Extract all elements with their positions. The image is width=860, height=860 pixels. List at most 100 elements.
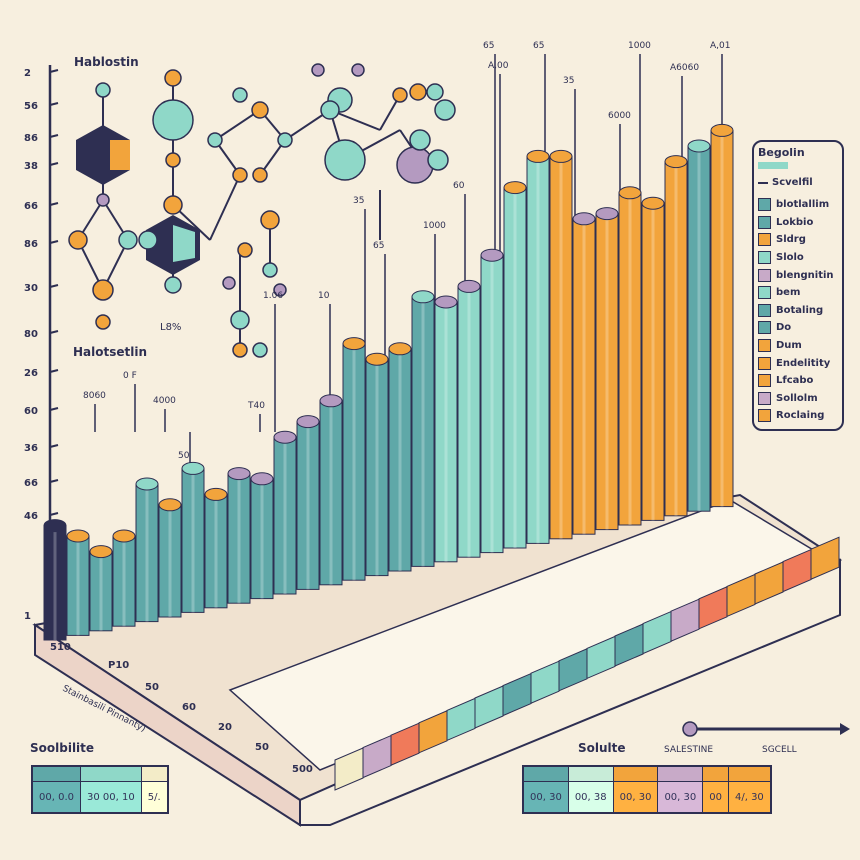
bar-cap (135, 477, 159, 491)
atom-node (237, 242, 253, 258)
table-cell-value: 00, 30 (613, 782, 658, 812)
table-cell: 00 (703, 767, 729, 812)
annotation-label: 10 (318, 291, 330, 301)
legend-swatch (758, 339, 771, 353)
x-tick-label: 50 (255, 742, 269, 753)
x-tick-label: 500 (292, 764, 313, 775)
y-tick (49, 512, 59, 516)
bar (43, 519, 67, 641)
atom-node (409, 83, 427, 101)
bar (641, 196, 665, 521)
y-tick (49, 134, 59, 138)
table-cell: 00, 0.0 (33, 767, 81, 812)
atom-node (68, 230, 88, 250)
table-cell-header (613, 767, 658, 782)
y-tick (49, 102, 59, 106)
atom-node (252, 167, 268, 183)
bar (457, 279, 481, 558)
bar-cap (595, 207, 619, 221)
bar-cap (618, 186, 642, 200)
legend-item: Lokbio (758, 214, 838, 232)
bar (181, 461, 205, 613)
slider-handle[interactable] (682, 721, 698, 737)
atom-node (252, 342, 268, 358)
bar (319, 394, 343, 586)
legend-item-label: Sollolm (776, 392, 818, 404)
atom-node (232, 342, 248, 358)
bar (526, 149, 550, 544)
legend-swatch (758, 215, 771, 229)
table-cell-value: 5/. (141, 782, 167, 812)
atom-node (320, 100, 340, 120)
bar (411, 290, 435, 567)
legend-item: Dum (758, 337, 838, 355)
bar-cap (112, 529, 136, 543)
bar-cap (480, 248, 504, 262)
atom-node (262, 262, 278, 278)
y-tick (49, 240, 59, 244)
table-cell-header (33, 767, 80, 782)
atom-node (207, 132, 223, 148)
bar-cap (89, 545, 113, 559)
bar (503, 181, 527, 549)
bar-cap (181, 461, 205, 475)
atom-node (164, 69, 182, 87)
atom-node (164, 276, 182, 294)
atom-node (251, 101, 269, 119)
slider-arrow[interactable] (682, 721, 850, 737)
x-tick-label: 510 (50, 642, 71, 653)
bar (112, 529, 136, 627)
annotation-label: 8060 (83, 391, 106, 401)
table-cell-value: 4/, 30 (728, 782, 770, 812)
table-cell-header (524, 767, 568, 782)
atom-node (138, 230, 158, 250)
y-tick (49, 330, 59, 334)
legend-item-label: Botaling (776, 304, 824, 316)
legend-swatch (758, 321, 771, 335)
table-cell-header (568, 767, 613, 782)
legend-item: blotlallim (758, 196, 838, 214)
bar-cap (411, 290, 435, 304)
bar (365, 352, 389, 577)
atom-node (277, 132, 293, 148)
bond-line (214, 109, 261, 141)
legend-item: bem (758, 284, 838, 302)
bar (89, 545, 113, 632)
atom-node (230, 310, 250, 330)
y-tick-label: 26 (24, 368, 38, 379)
bar-cap (457, 279, 481, 293)
table-cell: 00, 38 (568, 767, 614, 812)
legend-item: Sollolm (758, 390, 838, 408)
y-tick (49, 444, 59, 448)
annotation-label: T40 (247, 401, 265, 411)
bar-cap (687, 139, 711, 153)
table-cell-value: 00 (703, 782, 728, 812)
annotation-label: 6000 (608, 111, 631, 121)
atom-node (324, 139, 366, 181)
bar-cap (158, 498, 182, 512)
legend-swatch (758, 374, 771, 388)
legend-item: Lfcabo (758, 372, 838, 390)
annotation-label: 35 (353, 196, 364, 206)
atom-node (232, 87, 248, 103)
right-table-col2: SALESTINE (664, 745, 714, 755)
annotation-label: 65 (373, 241, 384, 251)
x-tick-label: 60 (182, 702, 196, 713)
table-cell: 00, 30 (613, 767, 659, 812)
y-tick-label: 60 (24, 406, 38, 417)
table-cell-value: 30 00, 10 (81, 782, 141, 812)
atom-node (426, 83, 444, 101)
legend-swatch (758, 303, 771, 317)
annotation-label: 35 (563, 76, 574, 86)
line-icon (758, 181, 768, 184)
annotation-label: 60 (453, 181, 465, 191)
bar (434, 295, 458, 563)
table-cell-header (703, 767, 728, 782)
bar (227, 467, 251, 604)
bar-cap (319, 394, 343, 408)
molecule-label: L8% (160, 322, 181, 333)
legend-item-label: Endelitity (776, 357, 831, 369)
y-tick-label: 38 (24, 161, 38, 172)
bar-cap (388, 342, 412, 356)
